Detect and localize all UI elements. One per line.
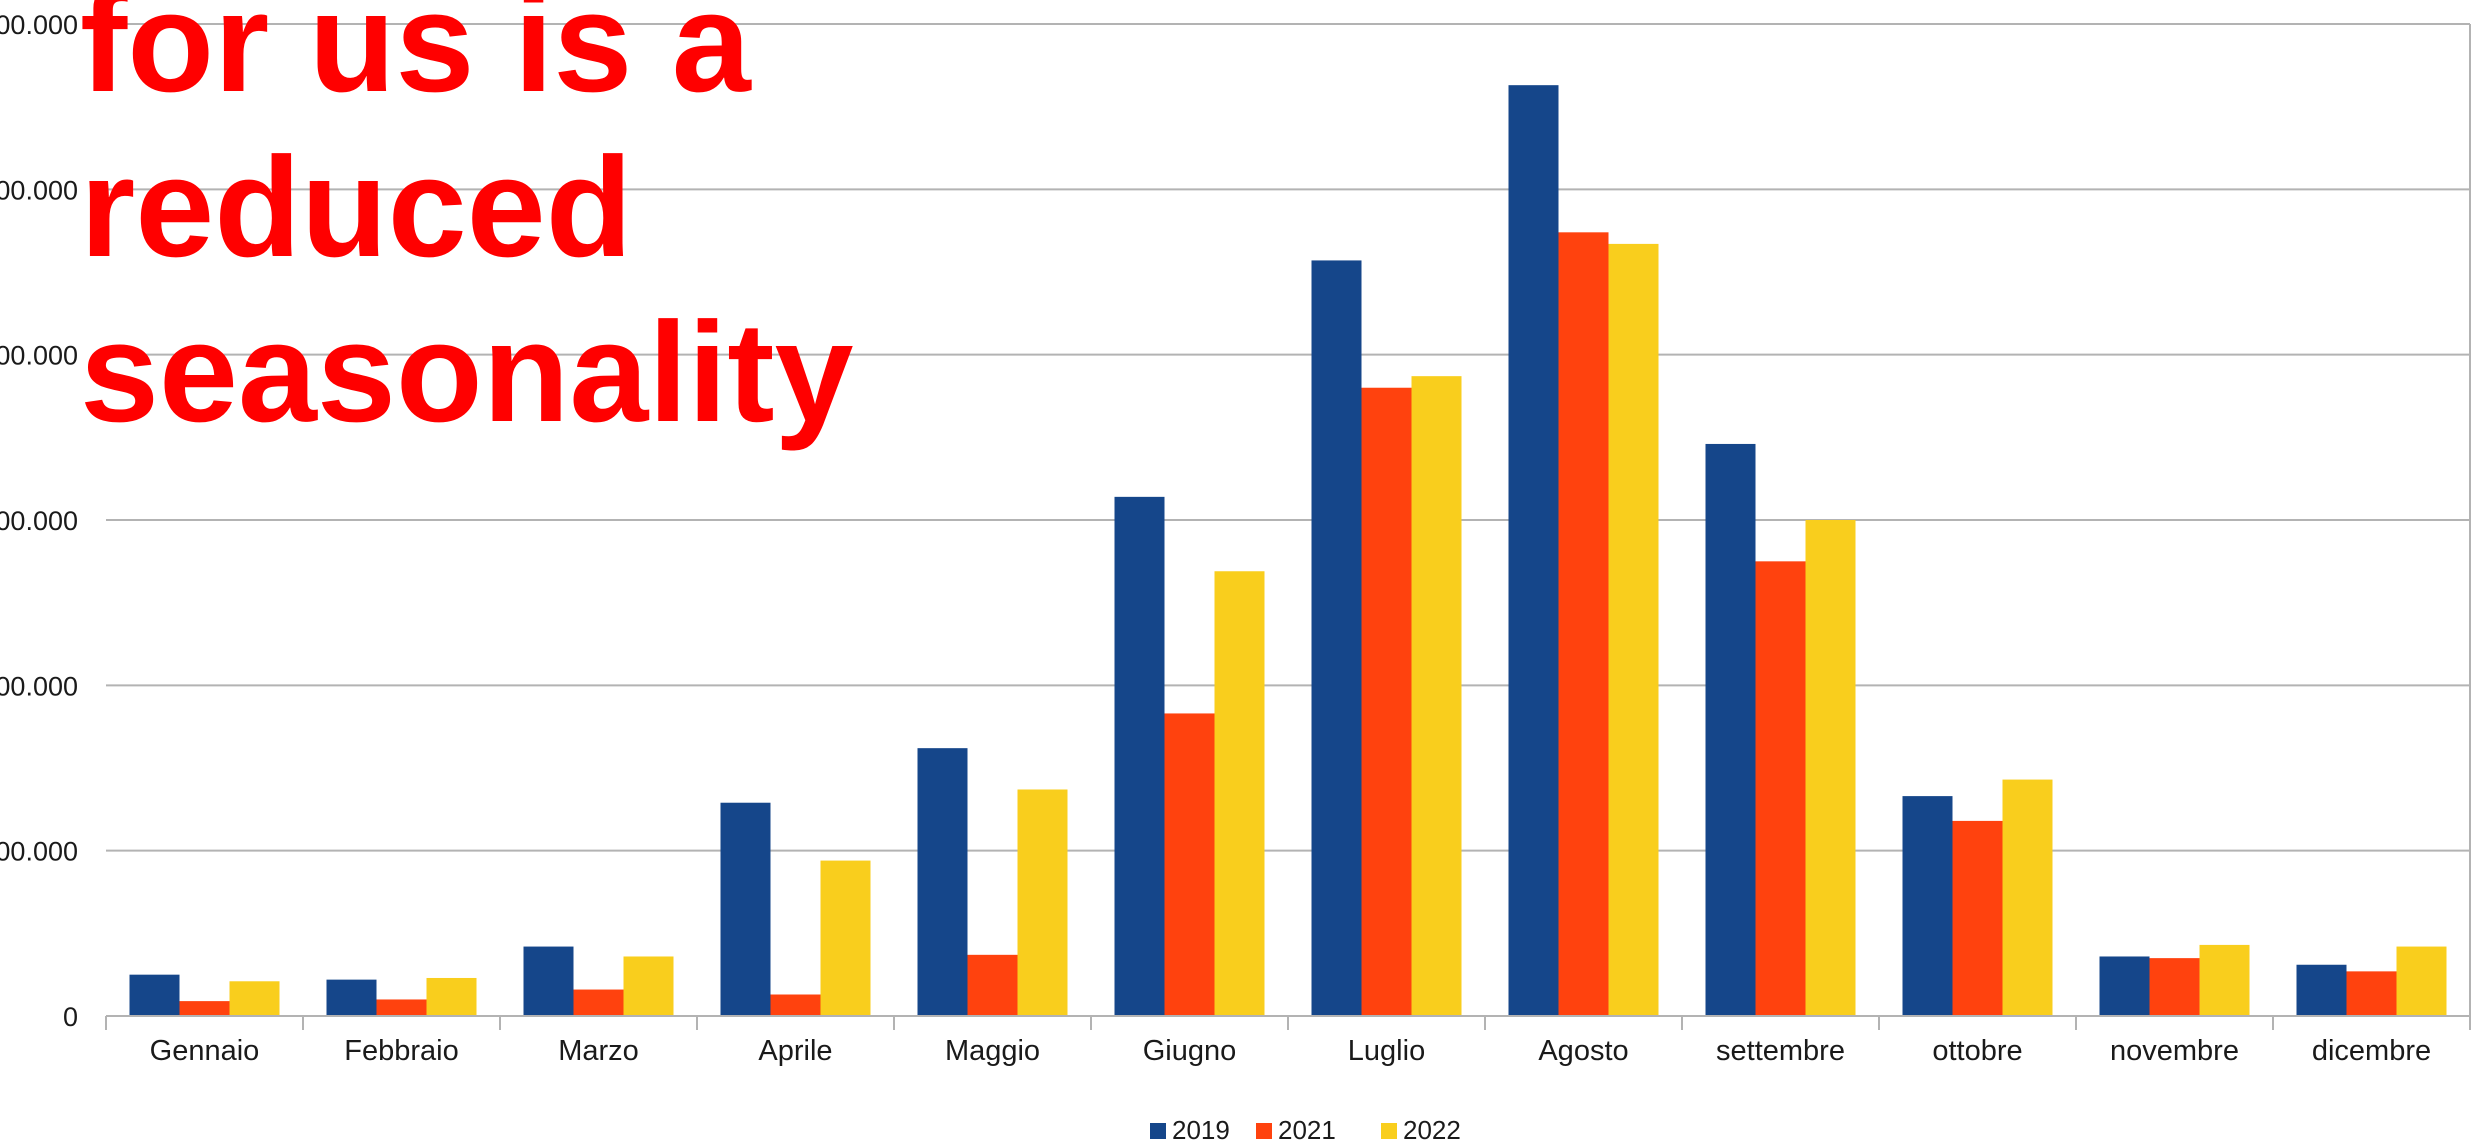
legend-label-2021: 2021 — [1278, 1115, 1336, 1144]
bar-2022-dicembre — [2396, 946, 2447, 1016]
y-tick-label: 00.000 — [0, 175, 78, 205]
bar-2022-Febbraio — [426, 977, 477, 1016]
overlay-line-1: for us is a — [80, 0, 751, 122]
bar-2019-Aprile — [720, 802, 771, 1016]
legend-label-2019: 2019 — [1172, 1115, 1230, 1144]
bar-2022-Gennaio — [229, 981, 280, 1016]
bar-2019-Giugno — [1114, 496, 1165, 1016]
bar-2021-Gennaio — [179, 1001, 230, 1016]
bar-2022-Aprile — [820, 860, 871, 1016]
legend: 2019 2021 2022 — [1150, 1115, 1461, 1144]
bar-2022-novembre — [2199, 944, 2250, 1016]
bars — [129, 85, 2447, 1017]
x-tick-label: novembre — [2110, 1035, 2239, 1067]
overlay-line-2: reduced — [80, 128, 633, 287]
x-tick-label: Agosto — [1538, 1035, 1628, 1067]
legend-swatch-2022 — [1381, 1123, 1397, 1139]
y-tick-label: 00.000 — [0, 341, 78, 371]
bar-2019-Agosto — [1508, 85, 1559, 1016]
x-axis-labels: Gennaio Febbraio Marzo Aprile Maggio Giugno Lu… — [150, 1035, 2431, 1067]
x-tick-label: Giugno — [1143, 1035, 1237, 1067]
bar-2021-dicembre — [2346, 971, 2397, 1016]
x-tick-label: Aprile — [758, 1035, 832, 1067]
bar-2021-novembre — [2149, 958, 2200, 1016]
bar-2021-Aprile — [770, 994, 821, 1016]
bar-2019-novembre — [2099, 956, 2150, 1016]
bar-2021-Febbraio — [376, 999, 427, 1016]
bar-2022-Maggio — [1017, 789, 1068, 1016]
x-tick-label: Maggio — [945, 1035, 1040, 1067]
y-tick-label: 0 — [63, 1002, 78, 1032]
y-tick-label: 00.000 — [0, 671, 78, 701]
bar-2022-Marzo — [623, 956, 674, 1016]
x-tick-label: Luglio — [1348, 1035, 1425, 1067]
bar-2021-settembre — [1755, 561, 1806, 1016]
bar-2022-Giugno — [1214, 571, 1265, 1016]
overlay-headline: for us is a reduced seasonality — [80, 0, 980, 455]
bar-2019-Gennaio — [129, 974, 180, 1016]
bar-2019-settembre — [1705, 443, 1756, 1016]
bar-2019-Marzo — [523, 946, 574, 1016]
axes — [105, 24, 2471, 1030]
bar-2021-Luglio — [1361, 387, 1412, 1016]
x-tick-label: ottobre — [1932, 1035, 2022, 1067]
legend-swatch-2019 — [1150, 1123, 1166, 1139]
bar-2022-settembre — [1805, 520, 1856, 1016]
x-tick-label: Marzo — [558, 1035, 639, 1067]
bar-2021-Marzo — [573, 989, 624, 1016]
overlay-line-3: seasonality — [80, 293, 854, 452]
y-axis-labels: 0 00.000 00.000 00.000 00.000 00.000 00.000 — [0, 10, 78, 1032]
x-tick-label: Gennaio — [150, 1035, 260, 1067]
y-tick-label: 00.000 — [0, 506, 78, 536]
y-tick-label: 00.000 — [0, 837, 78, 867]
bar-2019-dicembre — [2296, 964, 2347, 1016]
x-tick-label: settembre — [1716, 1035, 1845, 1067]
y-tick-label: 00.000 — [0, 10, 78, 40]
bar-2022-ottobre — [2002, 779, 2053, 1016]
legend-swatch-2021 — [1256, 1123, 1272, 1139]
bar-2021-Agosto — [1558, 232, 1609, 1016]
x-tick-label: dicembre — [2312, 1035, 2431, 1067]
bar-2022-Luglio — [1411, 376, 1462, 1016]
bar-2019-Luglio — [1311, 260, 1362, 1017]
x-tick-label: Febbraio — [344, 1035, 458, 1067]
legend-label-2022: 2022 — [1403, 1115, 1461, 1144]
bar-2019-Maggio — [917, 748, 968, 1016]
bar-2021-Giugno — [1164, 713, 1215, 1016]
bar-2019-ottobre — [1902, 796, 1953, 1016]
bar-2022-Agosto — [1608, 243, 1659, 1017]
bar-2021-Maggio — [967, 954, 1018, 1016]
bar-2021-ottobre — [1952, 820, 2003, 1016]
grid-lines — [106, 23, 2470, 852]
bar-2019-Febbraio — [326, 979, 377, 1016]
